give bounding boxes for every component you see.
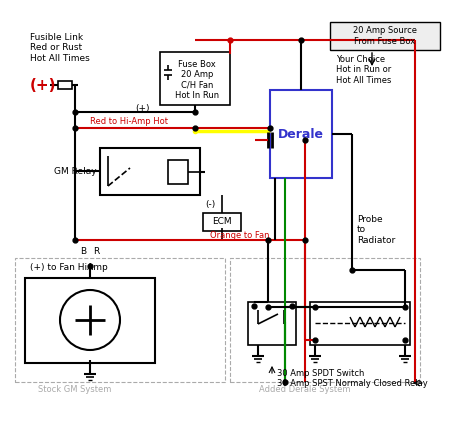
Bar	[310, 302, 410, 345]
Bar	[270, 90, 332, 178]
Text: Probe
to
Radiator: Probe to Radiator	[357, 215, 395, 245]
Bar	[203, 213, 241, 231]
Text: Derale: Derale	[278, 128, 324, 140]
Bar	[160, 52, 230, 105]
Text: ECM: ECM	[212, 218, 232, 227]
Bar	[58, 81, 72, 89]
Bar	[168, 160, 188, 184]
Text: 20 Amp Source
From Fuse Box: 20 Amp Source From Fuse Box	[353, 26, 417, 45]
Bar	[100, 148, 200, 195]
Bar	[25, 278, 155, 363]
Text: Fuse Box
20 Amp
C/H Fan
Hot In Run: Fuse Box 20 Amp C/H Fan Hot In Run	[175, 60, 219, 100]
Text: (-): (-)	[205, 201, 215, 210]
Text: Added Derale System: Added Derale System	[259, 385, 351, 395]
Text: B: B	[80, 248, 86, 256]
Bar	[15, 258, 225, 382]
Text: Red to Hi-Amp Hot: Red to Hi-Amp Hot	[90, 117, 168, 127]
Text: (+): (+)	[135, 103, 150, 112]
Bar	[330, 22, 440, 50]
Text: (+): (+)	[30, 78, 57, 92]
Bar	[248, 302, 296, 345]
Text: Orange to Fan: Orange to Fan	[210, 231, 269, 240]
Text: Your Choice
Hot in Run or
Hot All Times: Your Choice Hot in Run or Hot All Times	[336, 55, 392, 85]
Text: (+) to Fan HiAmp: (+) to Fan HiAmp	[30, 264, 108, 273]
Text: R: R	[93, 248, 99, 256]
Bar	[230, 258, 420, 382]
Text: 30 Amp SPDT Switch: 30 Amp SPDT Switch	[277, 368, 365, 377]
Text: 30 Amp SPST Normaly Closed Relay: 30 Amp SPST Normaly Closed Relay	[277, 379, 428, 388]
Text: Fusible Link
Red or Rust
Hot All Times: Fusible Link Red or Rust Hot All Times	[30, 33, 90, 63]
Text: GM Relay: GM Relay	[54, 166, 97, 175]
Text: Stock GM System: Stock GM System	[38, 385, 112, 395]
